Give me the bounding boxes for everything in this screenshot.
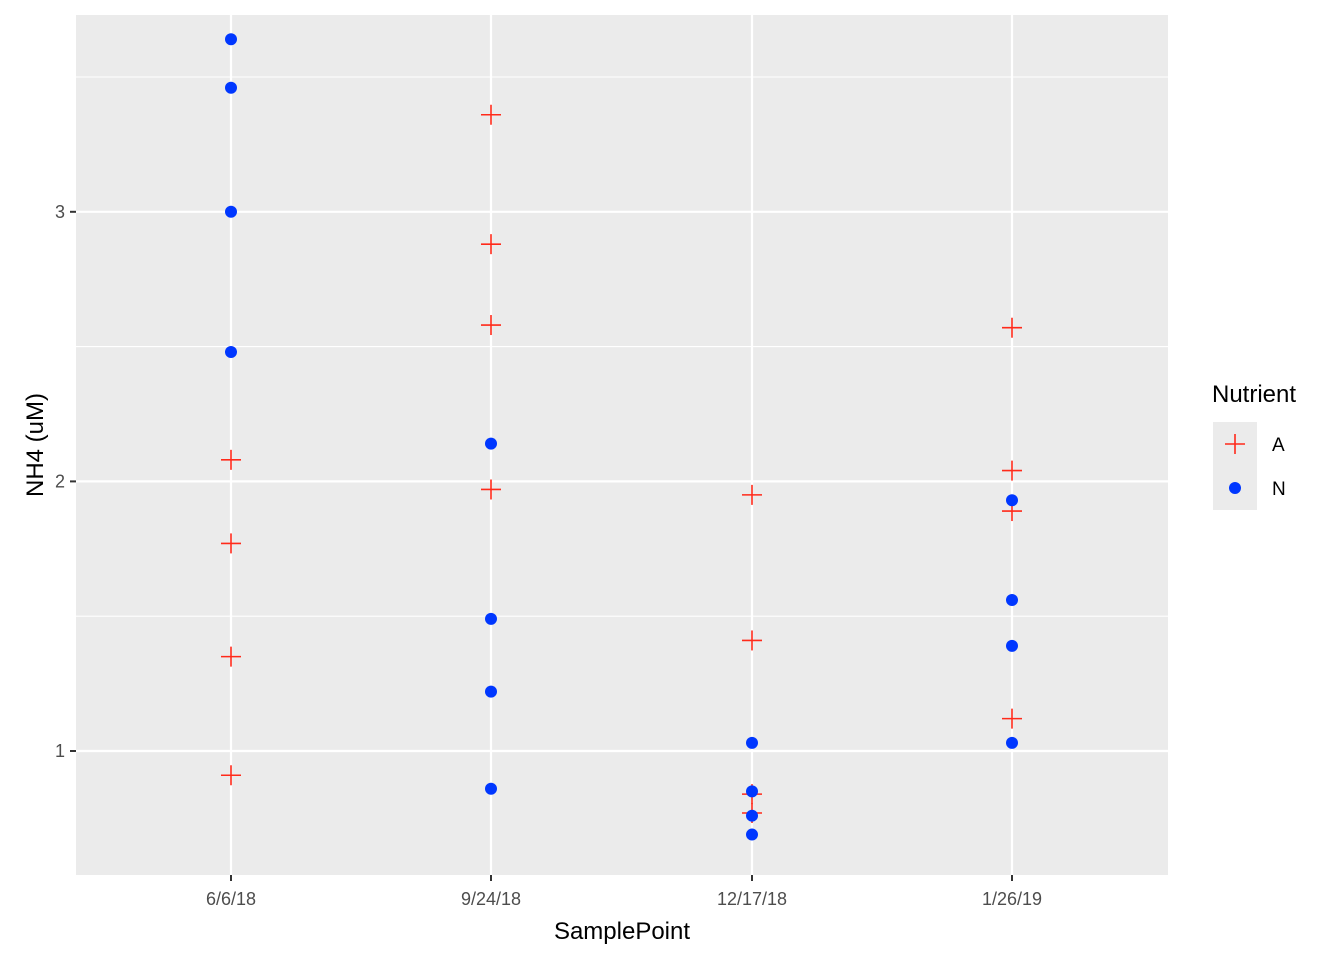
legend: Nutrient AN: [1212, 381, 1296, 510]
y-tick-label: 2: [55, 471, 65, 491]
y-tick-label: 1: [55, 741, 65, 761]
x-axis-title: SamplePoint: [554, 918, 690, 945]
data-point-a: [221, 533, 241, 554]
data-point-n: [225, 345, 237, 358]
x-tick-label: 9/24/18: [461, 889, 521, 909]
data-point-n: [746, 809, 758, 822]
legend-label: A: [1272, 435, 1285, 456]
data-point-a: [481, 479, 501, 500]
data-point-n: [225, 33, 237, 46]
legend-label: N: [1272, 479, 1286, 500]
legend-key-n: [1229, 482, 1241, 494]
data-point-a: [742, 630, 762, 651]
x-tick-label: 12/17/18: [717, 889, 787, 909]
x-tick-label: 1/26/19: [982, 889, 1042, 909]
data-point-n: [485, 685, 497, 698]
data-point-n: [746, 785, 758, 798]
x-tick-label: 6/6/18: [206, 889, 256, 909]
y-tick-label: 3: [55, 202, 65, 222]
data-point-n: [746, 828, 758, 841]
y-axis-title: NH4 (uM): [22, 393, 49, 497]
data-point-a: [221, 646, 241, 667]
data-point-n: [1006, 594, 1018, 607]
data-point-n: [485, 612, 497, 625]
data-point-a: [742, 484, 762, 505]
data-point-n: [225, 81, 237, 94]
data-point-a: [1002, 317, 1022, 338]
data-point-a: [221, 449, 241, 470]
data-point-a: [481, 234, 501, 255]
data-point-a: [1002, 460, 1022, 481]
y-axis: 1 2 3: [55, 202, 76, 761]
legend-key-a: [1225, 434, 1245, 454]
data-point-a: [481, 104, 501, 125]
grid-lines: [76, 15, 1168, 875]
data-point-n: [1006, 639, 1018, 652]
data-point-a: [221, 765, 241, 786]
data-point-n: [746, 736, 758, 749]
data-point-a: [481, 315, 501, 336]
x-axis: 6/6/18 9/24/18 12/17/18 1/26/19: [206, 875, 1042, 909]
data-point-a: [1002, 708, 1022, 729]
data-point-n: [1006, 494, 1018, 507]
data-point-n: [485, 437, 497, 450]
legend-title: Nutrient: [1212, 381, 1296, 408]
data-point-n: [1006, 736, 1018, 749]
plot-panel: [76, 15, 1168, 875]
data-point-n: [485, 782, 497, 795]
data-points: [221, 33, 1022, 841]
legend-entries: AN: [1213, 422, 1286, 510]
data-point-n: [225, 205, 237, 218]
